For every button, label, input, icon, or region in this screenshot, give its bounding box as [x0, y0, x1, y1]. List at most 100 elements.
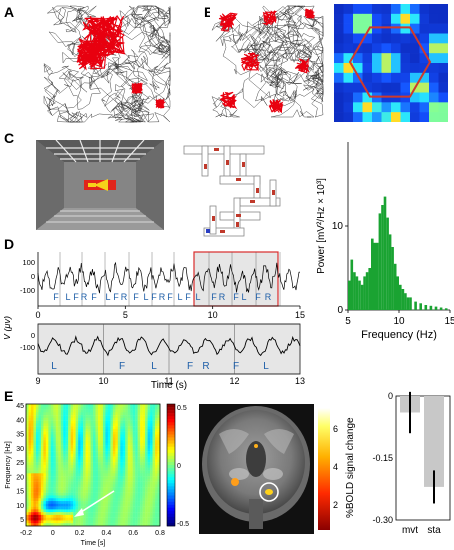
- tf-cell: [117, 420, 121, 424]
- tf-cell: [58, 442, 61, 446]
- ratemap-cell: [391, 33, 401, 44]
- tf-cell: [90, 431, 94, 435]
- tf-cell: [90, 473, 94, 477]
- tf-cell: [40, 467, 44, 471]
- tf-cell: [78, 420, 81, 424]
- tf-cell: [117, 404, 121, 407]
- tf-cell: [117, 409, 121, 413]
- tf-cell: [145, 509, 148, 513]
- tf-cell: [28, 487, 32, 491]
- tf-cell: [155, 465, 158, 468]
- tf-cell: [147, 428, 151, 432]
- tf-cell: [122, 465, 126, 468]
- tf-cell: [117, 514, 121, 518]
- tf-cell: [95, 442, 99, 446]
- tf-cell: [112, 523, 116, 527]
- tf-cell: [53, 412, 56, 416]
- tf-cell: [130, 423, 133, 427]
- tf-cell: [80, 453, 84, 457]
- tf-cell: [85, 498, 89, 502]
- tf-cell: [157, 442, 161, 446]
- tf-cell: [83, 470, 86, 474]
- ratemap-cell: [419, 112, 430, 122]
- tf-cell: [30, 481, 34, 485]
- tf-cell: [33, 506, 37, 510]
- tf-cell: [70, 478, 74, 482]
- ratemap-cell: [438, 23, 448, 34]
- tf-cell: [70, 426, 74, 430]
- tf-cell: [117, 434, 121, 438]
- tf-cell: [50, 409, 54, 413]
- tf-cell: [110, 456, 114, 460]
- tf-cell: [157, 506, 161, 510]
- tf-cell: [157, 417, 161, 421]
- tf-cell: [155, 417, 158, 421]
- tf-cell: [115, 445, 119, 449]
- tf-cell: [152, 512, 156, 516]
- tf-cell: [125, 520, 128, 524]
- tf-cell: [68, 465, 71, 468]
- tf-cbar-tick: 0: [177, 463, 181, 470]
- tf-cell: [53, 467, 56, 471]
- tf-cell: [90, 459, 94, 463]
- tf-cell: [83, 514, 86, 518]
- tf-cell: [105, 409, 109, 413]
- tf-cell: [132, 434, 136, 438]
- tf-cell: [73, 467, 76, 471]
- tf-cell: [93, 423, 96, 427]
- tf-cell: [157, 437, 161, 441]
- tf-cell: [53, 465, 56, 468]
- tf-cell: [145, 445, 148, 449]
- tf-cell: [140, 409, 143, 413]
- tf-cell: [110, 484, 114, 488]
- tf-cell: [137, 489, 141, 493]
- tf-cell: [145, 456, 148, 460]
- tf-cell: [40, 501, 44, 505]
- tf-cell: [157, 498, 161, 502]
- tf-cell: [85, 489, 89, 493]
- tf-cell: [147, 451, 151, 455]
- tf-cell: [152, 509, 156, 513]
- tf-cell: [115, 467, 119, 471]
- tf-cell: [132, 415, 136, 419]
- tf-cell: [33, 448, 37, 452]
- tf-cell: [152, 417, 156, 421]
- tf-cell: [125, 523, 128, 527]
- tf-cell: [43, 456, 47, 460]
- tf-cell: [38, 501, 42, 505]
- tf-cell: [125, 506, 128, 510]
- tf-cbar-step: [167, 480, 175, 484]
- tf-cell: [155, 404, 158, 407]
- tf-cell: [33, 478, 37, 482]
- tf-cell: [120, 506, 123, 510]
- top-xtick-label: 5: [123, 310, 128, 320]
- tf-cell: [55, 420, 59, 424]
- tf-cell: [122, 517, 126, 521]
- tf-cell: [152, 451, 156, 455]
- tf-cell: [142, 467, 146, 471]
- tf-cell: [127, 498, 131, 502]
- tf-cell: [50, 476, 54, 480]
- tf-cell: [85, 451, 89, 455]
- tf-cell: [110, 465, 114, 468]
- tf-cell: [152, 492, 156, 496]
- tf-cell: [26, 448, 29, 452]
- tf-cell: [45, 442, 49, 446]
- tf-cell: [95, 417, 99, 421]
- tf-cell: [83, 440, 86, 444]
- tf-cell: [58, 428, 61, 432]
- tf-cell: [43, 442, 47, 446]
- tf-cell: [28, 404, 32, 407]
- tf-cell: [157, 412, 161, 416]
- tf-cell: [90, 523, 94, 527]
- tf-cell: [73, 506, 76, 510]
- spectrum-bar: [391, 247, 394, 310]
- tf-cell: [30, 426, 34, 430]
- tf-cell: [122, 473, 126, 477]
- tf-cell: [93, 437, 96, 441]
- tf-cell: [63, 467, 66, 471]
- tf-cell: [68, 487, 71, 491]
- tf-cell: [90, 404, 94, 407]
- tf-cell: [58, 440, 61, 444]
- tf-cell: [63, 404, 66, 407]
